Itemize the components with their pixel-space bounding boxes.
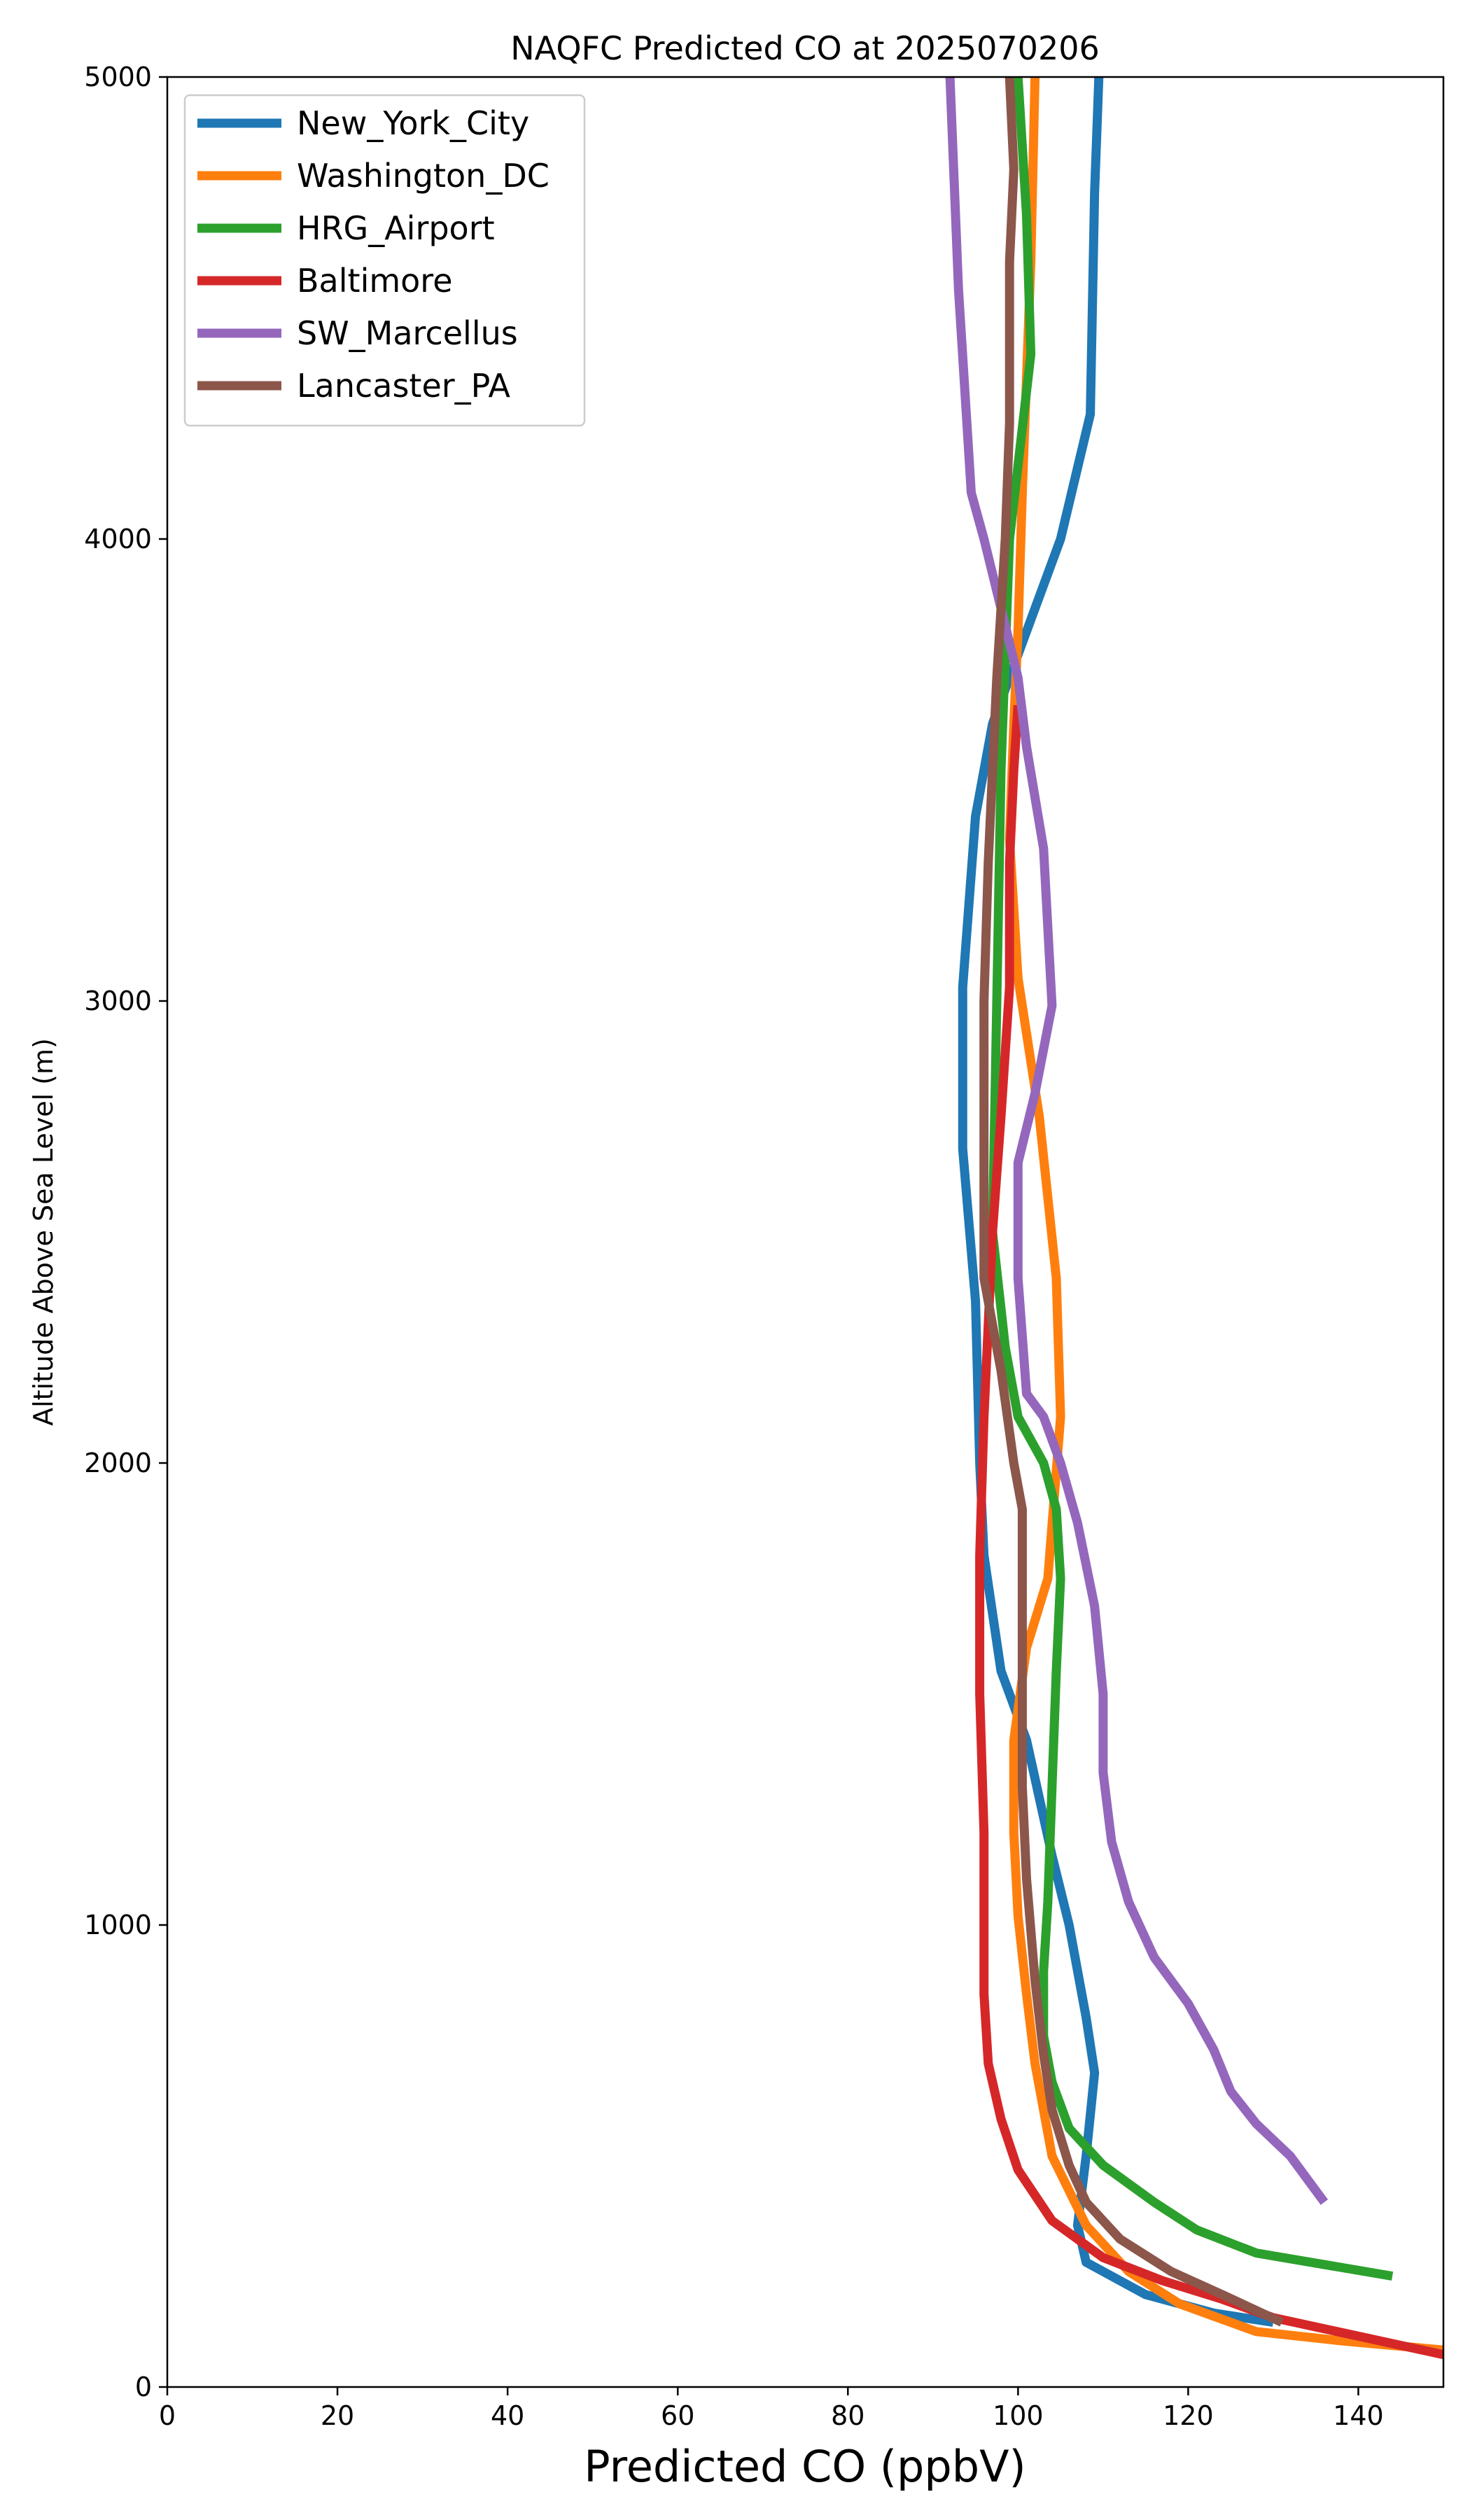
series-line-lancaster-pa	[979, 77, 1284, 2327]
legend-label-new-york-city: New_York_City	[297, 104, 529, 142]
legend-label-lancaster-pa: Lancaster_PA	[297, 367, 510, 405]
legend: New_York_City Washington_DC HRG_Airport Bal…	[183, 94, 586, 427]
x-tick-label: 0	[159, 2400, 176, 2431]
x-tick-label: 140	[1333, 2400, 1384, 2431]
y-tick-label: 5000	[84, 62, 152, 92]
x-axis-label: Predicted CO (ppbV)	[584, 2441, 1026, 2492]
plot-frame	[166, 76, 1445, 2388]
x-tick-label: 40	[491, 2400, 524, 2431]
y-tick-label: 2000	[84, 1448, 152, 1478]
legend-label-baltimore: Baltimore	[297, 262, 453, 300]
x-axis-ticks: 0 20 40 60 80 100 120 140	[159, 2387, 1384, 2431]
legend-label-hrg-airport: HRG_Airport	[297, 209, 495, 247]
legend-label-washington-dc: Washington_DC	[297, 157, 550, 195]
series-line-new-york-city	[958, 77, 1274, 2328]
y-axis-label: Altitude Above Sea Level (m)	[28, 1038, 59, 1426]
y-tick-label: 3000	[84, 986, 152, 1016]
series-layer	[945, 77, 1443, 2360]
y-tick-label: 4000	[84, 524, 152, 554]
chart-title: NAQFC Predicted CO at 2025070206	[510, 29, 1100, 67]
y-tick-label: 1000	[84, 1910, 152, 1940]
x-tick-label: 20	[321, 2400, 354, 2431]
series-line-hrg-airport	[988, 77, 1394, 2281]
x-tick-label: 80	[831, 2400, 864, 2431]
x-tick-label: 100	[993, 2400, 1044, 2431]
series-line-baltimore	[975, 705, 1443, 2360]
series-line-sw-marcellus	[945, 77, 1329, 2205]
y-tick-label: 0	[135, 2372, 152, 2402]
x-tick-label: 120	[1163, 2400, 1214, 2431]
x-tick-label: 60	[661, 2400, 694, 2431]
legend-label-sw-marcellus: SW_Marcellus	[297, 314, 518, 352]
legend-box	[183, 94, 586, 427]
y-axis-ticks: 0 1000 2000 3000 4000 5000	[84, 62, 167, 2402]
